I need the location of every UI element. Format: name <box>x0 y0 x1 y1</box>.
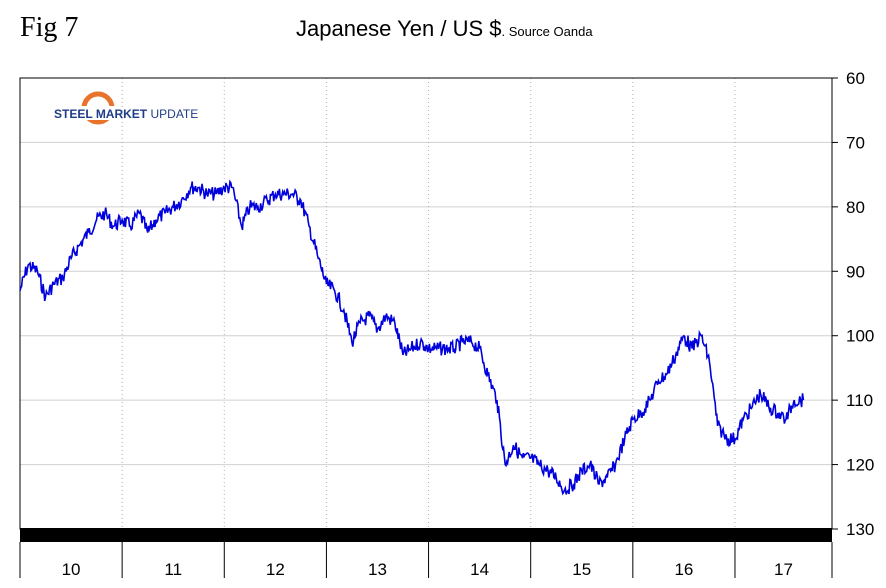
x-tick-label: 13 <box>368 560 387 579</box>
figure-label: Fig 7 <box>20 12 79 43</box>
y-tick-label: 70 <box>846 133 865 152</box>
chart-title-block: Japanese Yen / US $. Source Oanda <box>296 16 593 42</box>
logo-text-backdrop <box>54 106 214 120</box>
x-tick-label: 12 <box>266 560 285 579</box>
plot-frame <box>19 77 833 530</box>
y-tick-label: 60 <box>846 69 865 88</box>
chart-subtitle: . Source Oanda <box>501 24 593 39</box>
x-tick-label: 14 <box>470 560 489 579</box>
x-axis-ticks: 10 11 12 13 14 15 16 17 <box>19 542 833 579</box>
x-tick-label: 11 <box>164 560 182 579</box>
grid <box>20 77 832 530</box>
x-tick-label: 17 <box>774 560 793 579</box>
y-axis-ticks: 60 70 80 90 100 110 120 130 <box>832 69 874 539</box>
y-tick-label: 80 <box>846 198 865 217</box>
x-tick-label: 16 <box>674 560 693 579</box>
x-tick-label: 10 <box>62 560 81 579</box>
series-line-yen-usd <box>19 179 805 496</box>
y-tick-label: 90 <box>846 262 865 281</box>
y-tick-label: 100 <box>846 327 874 346</box>
x-tick-label: 15 <box>572 560 591 579</box>
chart-title: Japanese Yen / US $ <box>296 16 502 41</box>
y-tick-label: 120 <box>846 456 874 475</box>
y-tick-label: 130 <box>846 520 874 539</box>
x-axis-bar <box>20 528 832 542</box>
y-tick-label: 110 <box>846 391 873 410</box>
